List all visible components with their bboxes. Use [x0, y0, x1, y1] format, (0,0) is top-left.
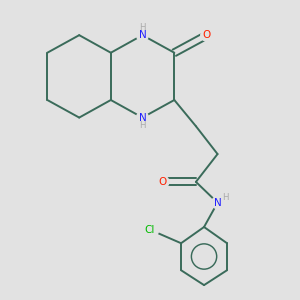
Circle shape	[136, 112, 148, 124]
Circle shape	[136, 29, 148, 41]
Circle shape	[141, 221, 159, 238]
Text: O: O	[159, 177, 167, 187]
Text: H: H	[222, 193, 228, 202]
Text: H: H	[139, 121, 146, 130]
Circle shape	[212, 197, 224, 208]
Text: Cl: Cl	[145, 225, 155, 235]
Text: N: N	[214, 198, 221, 208]
Circle shape	[201, 29, 213, 41]
Text: N: N	[139, 30, 146, 40]
Circle shape	[157, 176, 169, 188]
Text: N: N	[139, 112, 146, 123]
Text: H: H	[139, 22, 146, 32]
Text: O: O	[202, 30, 211, 40]
